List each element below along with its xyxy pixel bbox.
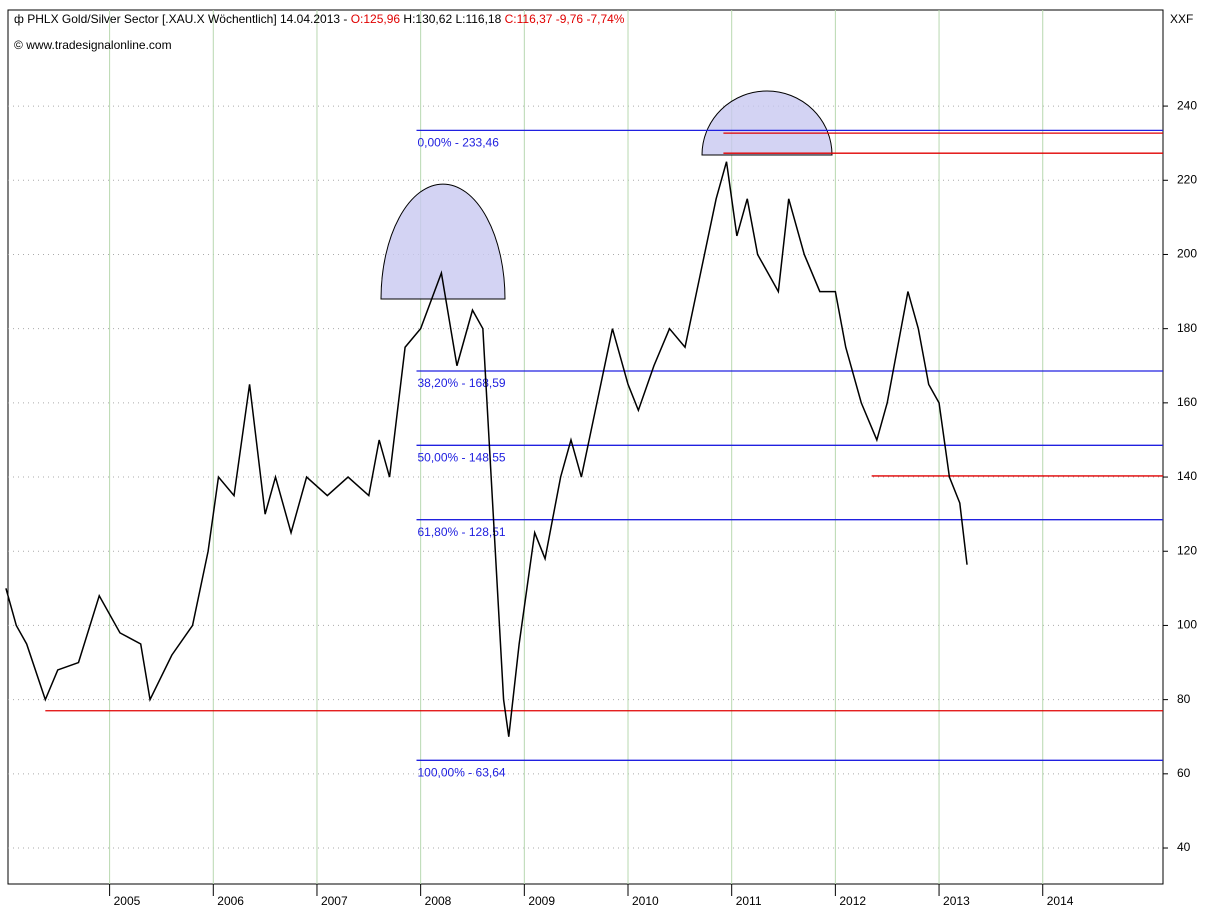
top-arc [701,90,833,156]
x-tick-label: 2013 [943,894,970,908]
fib-label: 100,00% - 63,64 [418,765,506,779]
y-tick-label: 180 [1177,321,1197,335]
fib-label: 0,00% - 233,46 [418,136,500,150]
x-tick-label: 2014 [1047,894,1074,908]
y-tick-label: 100 [1177,618,1197,632]
top-arc [380,183,506,300]
title-part: H:130,62 L:116,18 [400,12,505,26]
x-tick-label: 2010 [632,894,659,908]
y-tick-label: 60 [1177,766,1191,780]
source-text: www.tradesignalonline.com [25,38,171,52]
symbol: XXF [1170,12,1193,26]
y-tick-label: 200 [1177,247,1197,261]
y-tick-label: 80 [1177,692,1191,706]
plot-frame [7,9,1164,885]
x-tick-label: 2008 [425,894,452,908]
fib-label: 61,80% - 128,51 [418,525,506,539]
y-tick-label: 40 [1177,840,1191,854]
x-tick-label: 2011 [736,894,762,908]
price-line [5,161,968,737]
y-tick-label: 160 [1177,395,1197,409]
x-tick-label: 2012 [839,894,866,908]
title-part: PHLX Gold/Silver Sector [.XAU.X Wöchentl… [27,12,350,26]
y-tick-label: 120 [1177,543,1197,557]
title-part: ф [14,12,27,26]
chart-title: ф PHLX Gold/Silver Sector [.XAU.X Wöchen… [14,12,625,26]
source: © www.tradesignalonline.com [14,38,172,52]
fib-label: 50,00% - 148,55 [418,451,506,465]
y-tick-label: 140 [1177,469,1197,483]
fib-label: 38,20% - 168,59 [418,376,506,390]
x-tick-label: 2006 [217,894,244,908]
x-tick-label: 2005 [114,894,141,908]
title-part: C:116,37 -9,76 -7,74% [505,12,625,26]
title-part: O:125,96 [351,12,401,26]
x-tick-label: 2007 [321,894,348,908]
y-tick-label: 220 [1177,172,1197,186]
x-tick-label: 2009 [528,894,555,908]
y-tick-label: 240 [1177,98,1197,112]
